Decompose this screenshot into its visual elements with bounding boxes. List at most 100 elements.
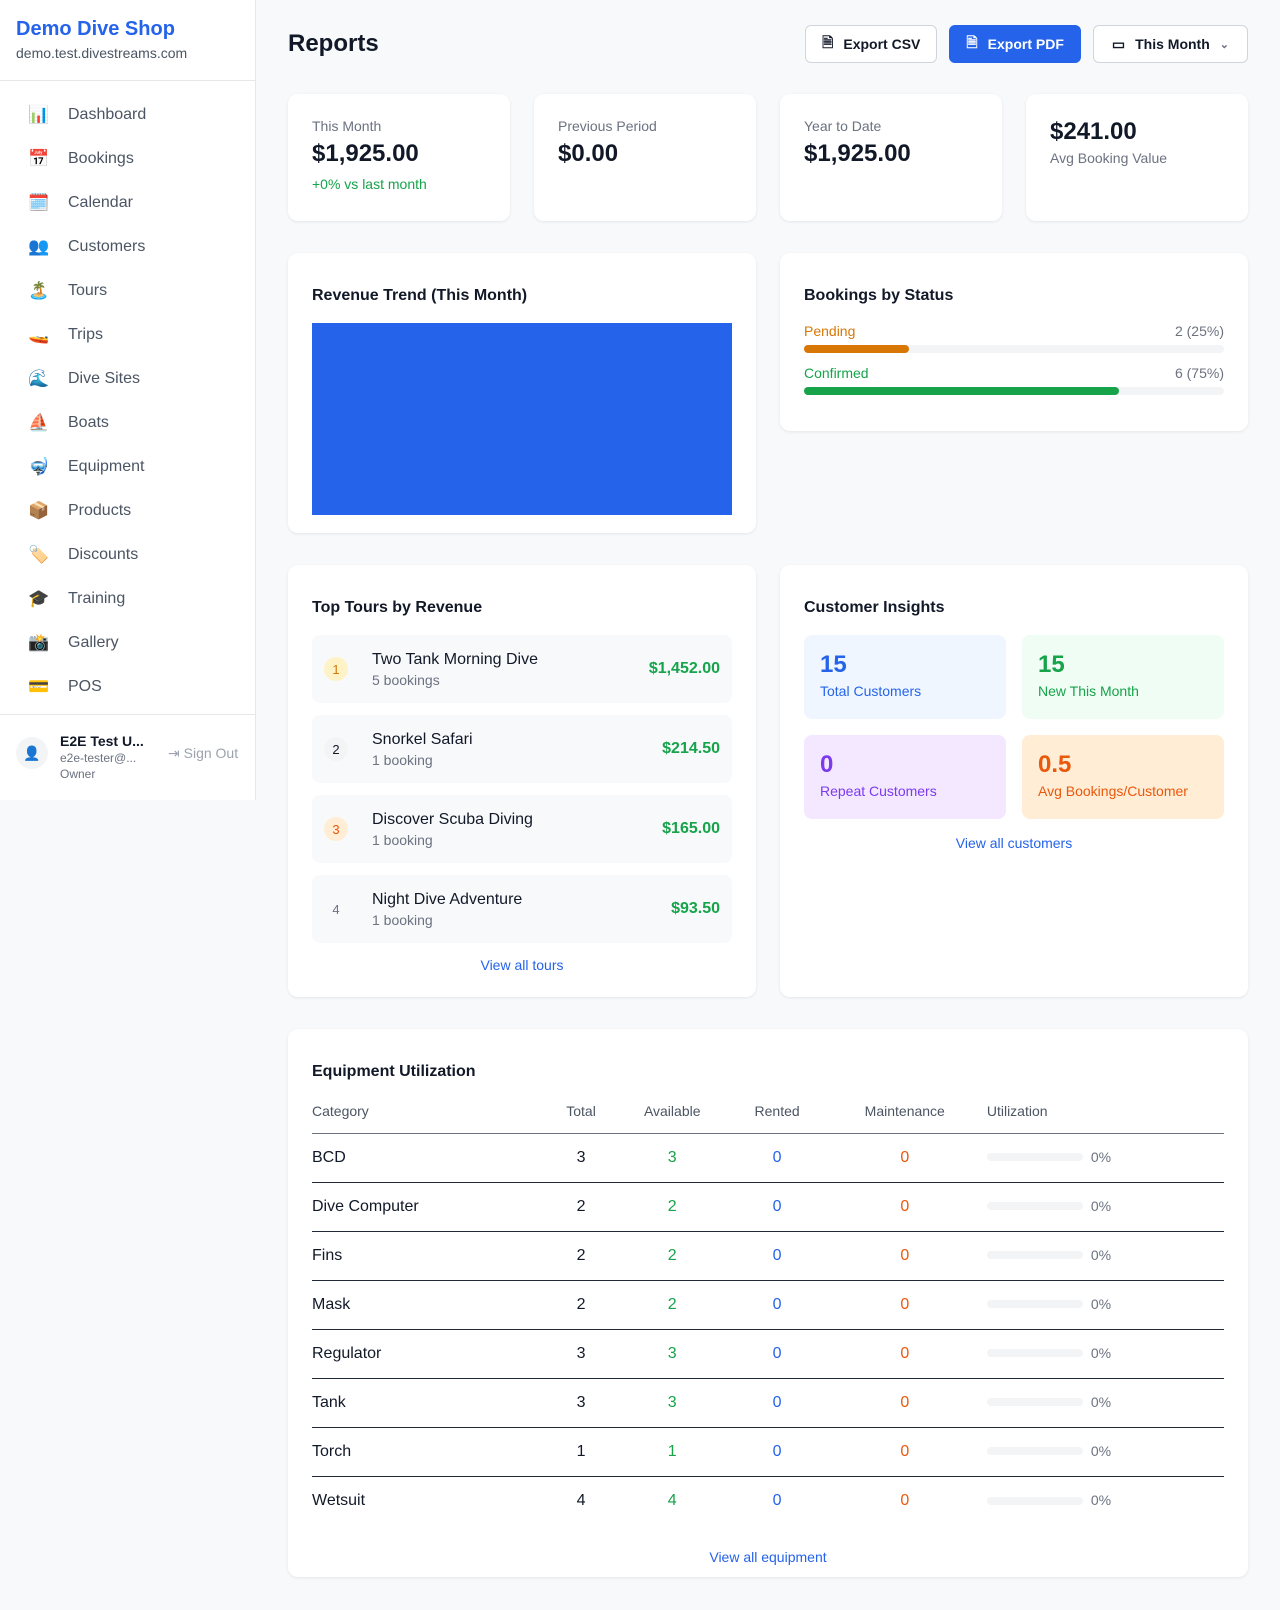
view-all-customers-link[interactable]: View all customers (955, 835, 1073, 851)
tour-item[interactable]: 3 Discover Scuba Diving 1 booking $165.00 (312, 795, 732, 863)
available-cell: 2 (612, 1182, 732, 1232)
sidebar-item-customers[interactable]: 👥 Customers (0, 225, 255, 269)
status-label: Confirmed (804, 365, 869, 381)
utilization-percent: 0% (1090, 1393, 1112, 1410)
insight-box: 0 Repeat Customers (804, 735, 1006, 819)
user-role: Owner (60, 767, 96, 781)
export-csv-button[interactable]: 🗎 Export CSV (805, 25, 938, 63)
shop-name[interactable]: Demo Dive Shop (16, 18, 175, 40)
utilization-bar (986, 1251, 1083, 1260)
tour-revenue: $1,452.00 (648, 660, 720, 677)
sidebar-item-gallery[interactable]: 📸 Gallery (0, 621, 255, 665)
sidebar-nav: 📊 Dashboard 📅 Bookings 🗓️ Calendar 👥 Customers 🏝… (0, 81, 255, 721)
shop-url: demo.test.divestreams.com (16, 45, 188, 61)
insight-value: 15 (820, 651, 847, 678)
utilization-cell: 0% (986, 1182, 1224, 1232)
available-cell: 1 (612, 1427, 732, 1477)
card-title: Bookings by Status (804, 287, 954, 304)
file-download-icon: 🗎 (822, 34, 834, 50)
sidebar: Demo Dive Shop demo.test.divestreams.com… (0, 0, 256, 800)
bookings-status-card: Bookings by Status Pending 2 (25%) Confirm… (780, 253, 1248, 431)
status-progress-track (804, 387, 1224, 395)
period-value: This Month (1135, 36, 1210, 52)
view-all-tours-link[interactable]: View all tours (480, 957, 564, 973)
category-cell: Fins (312, 1231, 550, 1281)
column-header: Maintenance (822, 1089, 987, 1134)
tour-item[interactable]: 4 Night Dive Adventure 1 booking $93.50 (312, 875, 732, 943)
category-cell: Regulator (312, 1329, 550, 1379)
stat-value: $1,925.00 (804, 140, 911, 167)
sidebar-item-label: POS (68, 678, 102, 695)
tour-bookings: 1 booking (372, 831, 433, 848)
available-cell: 3 (612, 1378, 732, 1428)
main-content: Reports 🗎 Export CSV 🗎 Export PDF ▭ This Mo… (288, 0, 1248, 1577)
user-name: E2E Test U... (60, 733, 144, 749)
total-cell: 2 (549, 1231, 613, 1281)
available-cell: 3 (612, 1329, 732, 1379)
maintenance-cell: 0 (822, 1280, 987, 1330)
products-icon: 📦 (28, 501, 50, 520)
utilization-percent: 0% (1090, 1295, 1112, 1312)
status-label: Pending (804, 323, 856, 339)
table-row: BCD 3 3 0 0 0% (312, 1133, 1224, 1183)
table-row: Fins 2 2 0 0 0% (312, 1231, 1224, 1281)
status-row-confirmed: Confirmed 6 (75%) (804, 365, 1224, 395)
tour-revenue: $93.50 (671, 900, 720, 917)
dive-sites-icon: 🌊 (28, 369, 50, 388)
sidebar-item-products[interactable]: 📦 Products (0, 489, 255, 533)
utilization-percent: 0% (1090, 1148, 1112, 1165)
page-header: Reports 🗎 Export CSV 🗎 Export PDF ▭ This Mo… (288, 0, 1248, 94)
stat-value: $1,925.00 (312, 140, 419, 167)
pos-icon: 💳 (28, 677, 50, 696)
sidebar-item-pos[interactable]: 💳 POS (0, 665, 255, 709)
sidebar-item-bookings[interactable]: 📅 Bookings (0, 137, 255, 181)
utilization-percent: 0% (1090, 1344, 1112, 1361)
utilization-cell: 0% (986, 1329, 1224, 1379)
brand: Demo Dive Shop demo.test.divestreams.com (0, 0, 255, 81)
category-cell: Torch (312, 1427, 550, 1477)
rented-cell: 0 (772, 1491, 782, 1509)
chevron-down-icon: ⌄ (1219, 38, 1229, 51)
tour-item[interactable]: 1 Two Tank Morning Dive 5 bookings $1,452.0… (312, 635, 732, 703)
sidebar-item-trips[interactable]: 🚤 Trips (0, 313, 255, 357)
sidebar-item-tours[interactable]: 🏝️ Tours (0, 269, 255, 313)
boats-icon: ⛵ (28, 413, 50, 432)
user-email: e2e-tester@... (60, 751, 137, 765)
utilization-cell: 0% (986, 1427, 1224, 1477)
card-title: Revenue Trend (This Month) (312, 287, 528, 304)
sign-out-icon: ⇥ (168, 745, 180, 761)
status-progress-fill (804, 387, 1119, 395)
total-cell: 4 (576, 1491, 586, 1509)
status-count: 6 (75%) (1174, 365, 1224, 381)
period-select[interactable]: ▭ This Month ⌄ (1092, 25, 1248, 63)
export-pdf-button[interactable]: 🗎 Export PDF (949, 25, 1081, 63)
sign-out-label: Sign Out (183, 745, 239, 761)
sidebar-item-dashboard[interactable]: 📊 Dashboard (0, 93, 255, 137)
customer-insights-card: Customer Insights 15 Total Customers 15 New… (780, 565, 1248, 997)
maintenance-cell: 0 (900, 1491, 910, 1509)
dashboard-icon: 📊 (28, 105, 50, 124)
sidebar-item-equipment[interactable]: 🤿 Equipment (0, 445, 255, 489)
maintenance-cell: 0 (822, 1329, 987, 1379)
stat-label: Previous Period (558, 118, 657, 134)
status-count: 2 (25%) (1174, 323, 1224, 339)
insight-box: 15 New This Month (1022, 635, 1224, 719)
rented-cell: 0 (731, 1427, 823, 1477)
sidebar-item-training[interactable]: 🎓 Training (0, 577, 255, 621)
category-cell: Tank (312, 1378, 550, 1428)
sidebar-item-discounts[interactable]: 🏷️ Discounts (0, 533, 255, 577)
table-row: Regulator 3 3 0 0 0% (312, 1329, 1224, 1379)
utilization-cell: 0% (986, 1280, 1224, 1330)
tour-item[interactable]: 2 Snorkel Safari 1 booking $214.50 (312, 715, 732, 783)
sidebar-item-calendar[interactable]: 🗓️ Calendar (0, 181, 255, 225)
sidebar-item-boats[interactable]: ⛵ Boats (0, 401, 255, 445)
total-cell: 2 (549, 1182, 613, 1232)
maintenance-cell: 0 (822, 1427, 987, 1477)
rented-cell: 0 (731, 1182, 823, 1232)
tour-name: Snorkel Safari (372, 730, 473, 748)
sidebar-item-dive-sites[interactable]: 🌊 Dive Sites (0, 357, 255, 401)
view-all-equipment-link[interactable]: View all equipment (709, 1549, 827, 1565)
sign-out-button[interactable]: ⇥ Sign Out (168, 745, 238, 762)
insight-label: Total Customers (820, 683, 922, 699)
revenue-trend-card: Revenue Trend (This Month) (288, 253, 756, 533)
